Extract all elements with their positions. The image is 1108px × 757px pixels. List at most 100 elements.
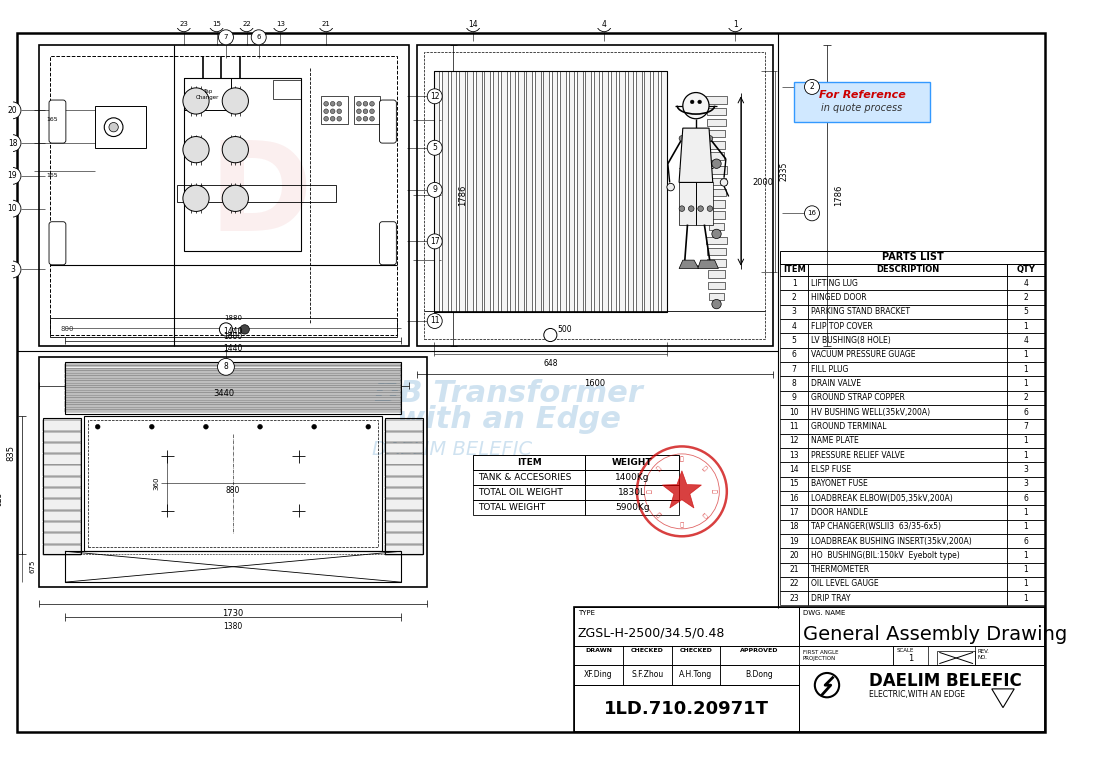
Bar: [780, 319, 808, 333]
Text: 16: 16: [808, 210, 817, 217]
Circle shape: [4, 135, 21, 151]
Bar: [661, 71, 667, 312]
Circle shape: [366, 425, 370, 429]
Bar: [708, 152, 725, 160]
Bar: [65, 378, 401, 381]
Bar: [780, 548, 808, 562]
Bar: [594, 71, 599, 312]
Text: PARTS LIST: PARTS LIST: [882, 252, 944, 263]
Text: 800: 800: [60, 326, 73, 332]
Text: 1: 1: [792, 279, 797, 288]
Circle shape: [370, 109, 375, 114]
Bar: [386, 431, 422, 442]
Text: 1: 1: [732, 20, 738, 29]
Circle shape: [707, 206, 712, 211]
Circle shape: [720, 179, 728, 186]
Text: 925: 925: [0, 491, 4, 506]
Text: 6: 6: [1024, 407, 1028, 416]
Text: GROUND STRAP COPPER: GROUND STRAP COPPER: [811, 394, 905, 402]
Bar: [1007, 291, 1045, 304]
Text: 1880: 1880: [224, 332, 243, 341]
Text: FIRST ANGLE: FIRST ANGLE: [802, 650, 838, 655]
Bar: [808, 505, 1007, 519]
Bar: [706, 167, 727, 174]
Bar: [184, 77, 230, 111]
Text: S.F.Zhou: S.F.Zhou: [632, 671, 664, 679]
Text: 1: 1: [1024, 580, 1028, 588]
Bar: [808, 291, 1007, 304]
Bar: [780, 591, 808, 606]
Bar: [808, 419, 1007, 434]
Bar: [1007, 304, 1045, 319]
Circle shape: [183, 88, 209, 114]
Bar: [1007, 463, 1045, 477]
Circle shape: [223, 136, 248, 163]
Bar: [473, 470, 585, 484]
Bar: [780, 491, 808, 505]
Text: TAP CHANGER(WSLII3  63/35-6x5): TAP CHANGER(WSLII3 63/35-6x5): [811, 522, 941, 531]
Circle shape: [363, 101, 368, 106]
Circle shape: [597, 17, 612, 32]
Bar: [808, 347, 1007, 362]
Bar: [780, 405, 808, 419]
Bar: [1007, 376, 1045, 391]
Bar: [708, 200, 726, 207]
Bar: [808, 448, 1007, 463]
Text: D: D: [208, 136, 312, 257]
Text: PRESSURE RELIEF VALVE: PRESSURE RELIEF VALVE: [811, 450, 905, 459]
Bar: [65, 406, 401, 407]
Bar: [43, 511, 81, 521]
Circle shape: [183, 136, 209, 163]
Polygon shape: [679, 128, 712, 182]
Text: 1400Kg: 1400Kg: [615, 473, 649, 481]
Bar: [780, 264, 808, 276]
Circle shape: [273, 17, 288, 32]
Bar: [473, 500, 585, 515]
Bar: [1007, 362, 1045, 376]
Bar: [653, 71, 658, 312]
Text: 6: 6: [792, 350, 797, 360]
Bar: [65, 391, 401, 393]
Bar: [510, 71, 515, 312]
Text: DRAIN VALVE: DRAIN VALVE: [811, 379, 861, 388]
Bar: [808, 333, 1007, 347]
Bar: [386, 419, 422, 554]
Text: DOOR HANDLE: DOOR HANDLE: [811, 508, 868, 517]
Text: 21: 21: [790, 565, 799, 574]
Circle shape: [679, 206, 685, 211]
Text: 1: 1: [1024, 322, 1028, 331]
Text: 1830L: 1830L: [618, 488, 646, 497]
Bar: [799, 646, 893, 665]
Bar: [1007, 419, 1045, 434]
Text: 1LD.710.20971T: 1LD.710.20971T: [604, 699, 769, 718]
Text: 17: 17: [430, 237, 440, 246]
Text: 1600: 1600: [584, 379, 605, 388]
Bar: [623, 646, 671, 665]
Text: 限: 限: [701, 466, 708, 472]
Text: DB Transformer: DB Transformer: [375, 378, 643, 407]
Bar: [1007, 505, 1045, 519]
Bar: [707, 119, 726, 126]
Bar: [434, 71, 667, 312]
Bar: [493, 71, 499, 312]
Text: 4: 4: [792, 322, 797, 331]
Text: 4: 4: [1024, 336, 1028, 345]
Bar: [386, 511, 422, 521]
Text: 7: 7: [792, 365, 797, 374]
Bar: [65, 381, 401, 383]
Text: 7: 7: [224, 34, 228, 40]
Text: 天: 天: [680, 456, 684, 463]
Bar: [808, 463, 1007, 477]
Text: 835: 835: [7, 445, 16, 462]
Bar: [561, 71, 566, 312]
Bar: [501, 71, 506, 312]
Bar: [65, 374, 401, 375]
Text: 1380: 1380: [224, 621, 243, 631]
Text: 880: 880: [226, 487, 240, 495]
Text: FILL PLUG: FILL PLUG: [811, 365, 849, 374]
Circle shape: [428, 313, 442, 329]
Bar: [65, 393, 401, 395]
Bar: [451, 71, 456, 312]
Text: 2: 2: [1024, 394, 1028, 402]
Text: LV BUSHING(8 HOLE): LV BUSHING(8 HOLE): [811, 336, 891, 345]
